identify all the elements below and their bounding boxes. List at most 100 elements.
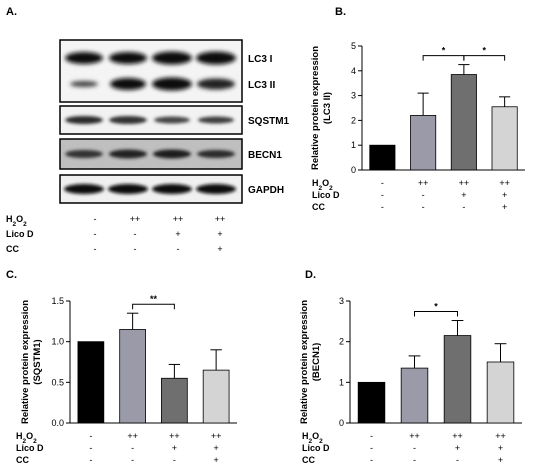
blot-cond-label-1: Lico D: [6, 229, 34, 239]
bar: [202, 369, 230, 424]
condition-value: -: [89, 455, 92, 465]
sqstm1-bands: [65, 116, 234, 124]
condition-label-1: Lico D: [312, 190, 340, 200]
condition-value: +: [461, 190, 466, 200]
chart-lc3-ii: 0 1 2 3 4 5 Relative protein expression (LC3 II…: [310, 41, 525, 212]
condition-value: +: [498, 443, 503, 453]
panel-b-label: B.: [335, 6, 346, 18]
condition-value: -: [89, 431, 92, 441]
blot-cond-value: +: [217, 244, 222, 254]
panel-d-label: D.: [305, 269, 316, 281]
blot-cond-value: -: [134, 229, 137, 239]
y-tick-label: 4: [351, 66, 356, 76]
band-label-lc3-ii: LC3 II: [248, 80, 275, 91]
blot-conditions: H2O2- ++ ++ ++Lico D - - + +CC - - - +: [6, 214, 225, 254]
condition-value: -: [173, 455, 176, 465]
y-axis-label: Relative protein expression (LC3 II): [310, 46, 333, 170]
blot-cond-value: +: [217, 229, 222, 239]
blot-panel: LC3 I LC3 II SQSTM1 BECN1 GAPDH: [59, 39, 290, 204]
y-tick-label: 3: [339, 296, 344, 306]
bar: [119, 329, 146, 424]
becn1-bands: [65, 149, 235, 159]
condition-value: -: [381, 202, 384, 212]
condition-value: ++: [459, 178, 470, 188]
condition-value: -: [370, 431, 373, 441]
significance-bracket: [414, 311, 458, 317]
bar: [491, 106, 518, 171]
condition-value: -: [413, 443, 416, 453]
y-label-line1: Relative protein expression: [310, 46, 321, 170]
gapdh-bands: [64, 184, 236, 194]
condition-value: ++: [499, 178, 510, 188]
condition-value: ++: [409, 431, 420, 441]
condition-value: ++: [452, 431, 463, 441]
blot-cond-label-0: H2O2: [6, 214, 27, 228]
condition-label-1: Lico D: [302, 443, 330, 453]
y-tick-label: 5: [351, 41, 356, 51]
blot-cond-value: -: [94, 229, 97, 239]
bar: [486, 361, 515, 424]
y-axis-label: Relative protein expression (BECN1): [299, 300, 322, 424]
bar: [443, 335, 472, 424]
blot-cond-value: +: [175, 229, 180, 239]
condition-value: +: [502, 202, 507, 212]
significance-mark: *: [482, 46, 486, 56]
y-tick-label: 2: [339, 337, 344, 347]
condition-value: -: [422, 202, 425, 212]
blot-cond-value: ++: [215, 214, 226, 224]
y-tick-label: 1: [351, 140, 356, 150]
condition-value: -: [370, 443, 373, 453]
significance-mark: *: [434, 302, 438, 312]
condition-value: -: [422, 190, 425, 200]
condition-value: +: [213, 443, 218, 453]
blot-cond-value: ++: [130, 214, 141, 224]
y-label-line2: (BECN1): [311, 343, 322, 382]
condition-value: -: [456, 455, 459, 465]
condition-value: -: [370, 455, 373, 465]
blot-cond-label-2: CC: [6, 244, 19, 254]
blot-cond-value: -: [94, 214, 97, 224]
chart-sqstm1: 0.0 0.5 1.0 1.5 Relative protein expression(…: [16, 294, 237, 465]
y-tick-label: 3: [351, 91, 356, 101]
blot-box-lc3: [59, 39, 243, 103]
significance-bracket: [463, 55, 506, 61]
significance-bracket: [422, 55, 465, 61]
condition-value: ++: [418, 178, 429, 188]
bar: [357, 381, 386, 424]
band-label-becn1: BECN1: [248, 150, 282, 161]
blot-cond-value: -: [94, 244, 97, 254]
panel-a-label: A.: [6, 6, 17, 18]
bar: [161, 377, 188, 424]
condition-value: -: [131, 455, 134, 465]
condition-value: -: [381, 178, 384, 188]
y-tick-label: 1.5: [51, 296, 64, 306]
condition-value: -: [89, 443, 92, 453]
y-tick-label: 0.0: [51, 418, 64, 428]
y-label-line1: Relative protein expression: [20, 300, 31, 424]
y-label-line2: (LC3 II): [322, 92, 333, 124]
lc3-ii-bands: [70, 77, 235, 91]
significance-mark: **: [150, 294, 158, 304]
bar: [400, 367, 429, 424]
band-label-gapdh: GAPDH: [248, 185, 284, 196]
blot-cond-value: -: [134, 244, 137, 254]
y-label-line1: Relative protein expression: [299, 300, 310, 424]
y-tick-label: 0: [339, 418, 344, 428]
condition-value: -: [462, 202, 465, 212]
significance-bracket: [132, 303, 175, 310]
blot-cond-value: -: [177, 244, 180, 254]
condition-label-2: CC: [302, 455, 315, 465]
condition-value: +: [172, 443, 177, 453]
condition-value: ++: [211, 431, 222, 441]
panel-c-label: C.: [6, 269, 17, 281]
bar: [369, 144, 396, 171]
y-tick-label: 2: [351, 115, 356, 125]
condition-value: -: [413, 455, 416, 465]
condition-value: ++: [495, 431, 506, 441]
bar: [450, 74, 477, 171]
blot-cond-value: ++: [173, 214, 184, 224]
condition-value: +: [498, 455, 503, 465]
band-label-lc3-i: LC3 I: [248, 54, 273, 65]
